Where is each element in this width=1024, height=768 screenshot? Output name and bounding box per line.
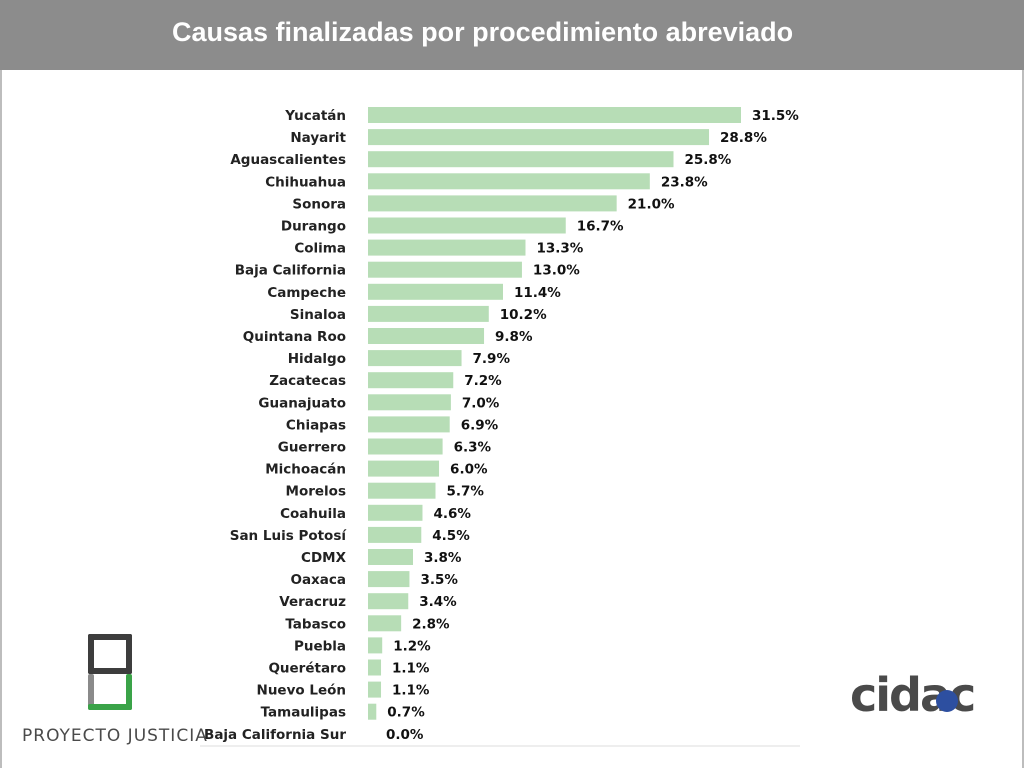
category-label: Colima [294,241,346,257]
bar [368,217,566,234]
category-label: Chihuahua [265,174,346,190]
cidac-dot-icon [936,690,958,712]
category-label: Nayarit [290,130,346,146]
bar [368,615,402,632]
value-label: 28.8% [720,130,767,146]
value-label: 7.9% [473,351,511,367]
bar [368,571,410,588]
bar [368,482,436,499]
category-label: Michoacán [265,462,346,478]
bar [368,681,382,698]
bar [368,460,440,477]
bar [368,438,443,455]
bar [368,107,741,123]
category-label: Puebla [294,638,346,654]
value-label: 6.9% [461,417,499,433]
category-label: Oaxaca [290,572,346,588]
category-label: Chiapas [286,417,346,433]
bar [368,637,383,654]
category-label: Veracruz [279,594,346,610]
value-label: 13.0% [533,263,580,279]
value-label: 4.6% [433,506,471,522]
value-label: 16.7% [577,219,624,235]
value-label: 5.7% [446,484,484,500]
value-label: 6.0% [450,462,488,478]
value-label: 3.8% [424,550,462,566]
category-label: San Luis Potosí [230,528,348,544]
value-label: 7.0% [462,395,500,411]
category-label: Coahuila [280,506,346,522]
value-label: 13.3% [536,241,583,257]
proyecto-justicia-logo: PROYECTO JUSTICIA [22,630,212,750]
category-label: Baja California [235,263,346,279]
value-label: 1.1% [392,661,430,677]
category-label: Morelos [286,484,346,500]
category-label: Baja California Sur [204,727,346,743]
cidac-logo: cidac [850,668,1000,728]
category-label: Guanajuato [258,395,346,411]
bar [368,283,503,300]
value-label: 2.8% [412,616,450,632]
category-label: Yucatán [284,108,346,124]
title-bar: Causas finalizadas por procedimiento abr… [0,0,1024,70]
page-title: Causas finalizadas por procedimiento abr… [172,17,794,47]
bar [368,416,450,433]
bar [368,372,454,389]
bar [368,703,377,720]
value-label: 0.7% [387,705,425,721]
bar [368,195,617,212]
value-label: 21.0% [628,196,675,212]
value-label: 6.3% [454,440,492,456]
value-label: 9.8% [495,329,533,345]
bar [368,504,423,521]
left-border [0,70,2,768]
value-label: 1.2% [393,638,431,654]
bar [368,173,650,190]
proyecto-justicia-text: PROYECTO JUSTICIA [22,726,208,746]
category-label: Quintana Roo [243,329,346,345]
category-label: Nuevo León [257,683,346,699]
proyecto-justicia-mark-icon [88,634,132,710]
category-label: Durango [281,219,346,235]
value-label: 31.5% [752,108,799,124]
bar [368,151,674,168]
category-label: Tamaulipas [261,705,346,721]
right-border [1022,70,1024,768]
value-label: 11.4% [514,285,561,301]
bar [368,305,489,322]
bar [368,350,462,367]
category-label: Hidalgo [288,351,346,367]
value-label: 1.1% [392,683,430,699]
bar [368,659,382,676]
category-label: Sonora [292,196,346,212]
value-label: 10.2% [500,307,547,323]
value-label: 23.8% [661,174,708,190]
bar [368,549,413,565]
value-label: 25.8% [685,152,732,168]
category-label: CDMX [301,550,347,566]
category-label: Querétaro [268,661,346,677]
value-label: 0.0% [386,727,424,743]
value-label: 3.4% [419,594,457,610]
value-label: 3.5% [420,572,458,588]
bar [368,239,526,256]
value-label: 4.5% [432,528,470,544]
bar [368,593,409,610]
bar [368,526,422,543]
bar [368,261,522,278]
category-label: Sinaloa [290,307,346,323]
category-label: Aguascalientes [230,152,346,168]
category-label: Guerrero [278,440,346,456]
category-label: Zacatecas [269,373,346,389]
bar [368,129,710,146]
category-label: Campeche [267,285,346,301]
bar [368,328,485,344]
category-label: Tabasco [285,616,346,632]
bar [368,394,451,411]
value-label: 7.2% [464,373,502,389]
